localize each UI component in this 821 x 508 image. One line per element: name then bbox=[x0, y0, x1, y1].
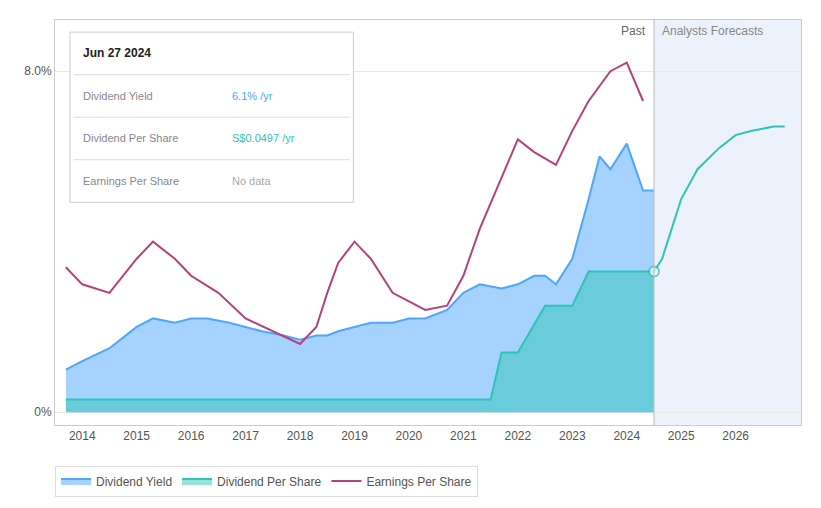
svg-text:Earnings Per Share: Earnings Per Share bbox=[366, 475, 471, 489]
svg-text:Analysts Forecasts: Analysts Forecasts bbox=[662, 24, 763, 38]
svg-text:Dividend Per Share: Dividend Per Share bbox=[217, 475, 321, 489]
svg-text:2017: 2017 bbox=[232, 429, 259, 443]
svg-text:2022: 2022 bbox=[504, 429, 531, 443]
svg-text:S$0.0497 /yr: S$0.0497 /yr bbox=[232, 132, 295, 144]
svg-text:2021: 2021 bbox=[450, 429, 477, 443]
svg-text:0%: 0% bbox=[34, 405, 52, 419]
svg-text:Dividend Per Share: Dividend Per Share bbox=[83, 132, 178, 144]
svg-text:2020: 2020 bbox=[396, 429, 423, 443]
svg-text:8.0%: 8.0% bbox=[24, 64, 52, 78]
svg-text:Earnings Per Share: Earnings Per Share bbox=[83, 175, 179, 187]
svg-text:Jun 27 2024: Jun 27 2024 bbox=[83, 46, 151, 60]
svg-text:2023: 2023 bbox=[559, 429, 586, 443]
svg-text:Past: Past bbox=[621, 24, 646, 38]
svg-text:2014: 2014 bbox=[69, 429, 96, 443]
svg-text:2026: 2026 bbox=[722, 429, 749, 443]
svg-text:2016: 2016 bbox=[178, 429, 205, 443]
svg-text:2015: 2015 bbox=[123, 429, 150, 443]
svg-text:2025: 2025 bbox=[668, 429, 695, 443]
svg-text:No data: No data bbox=[232, 175, 271, 187]
svg-text:6.1% /yr: 6.1% /yr bbox=[232, 90, 273, 102]
svg-text:Dividend Yield: Dividend Yield bbox=[83, 90, 153, 102]
svg-text:Dividend Yield: Dividend Yield bbox=[96, 475, 172, 489]
svg-text:2024: 2024 bbox=[613, 429, 640, 443]
svg-text:2019: 2019 bbox=[341, 429, 368, 443]
svg-text:2018: 2018 bbox=[287, 429, 314, 443]
